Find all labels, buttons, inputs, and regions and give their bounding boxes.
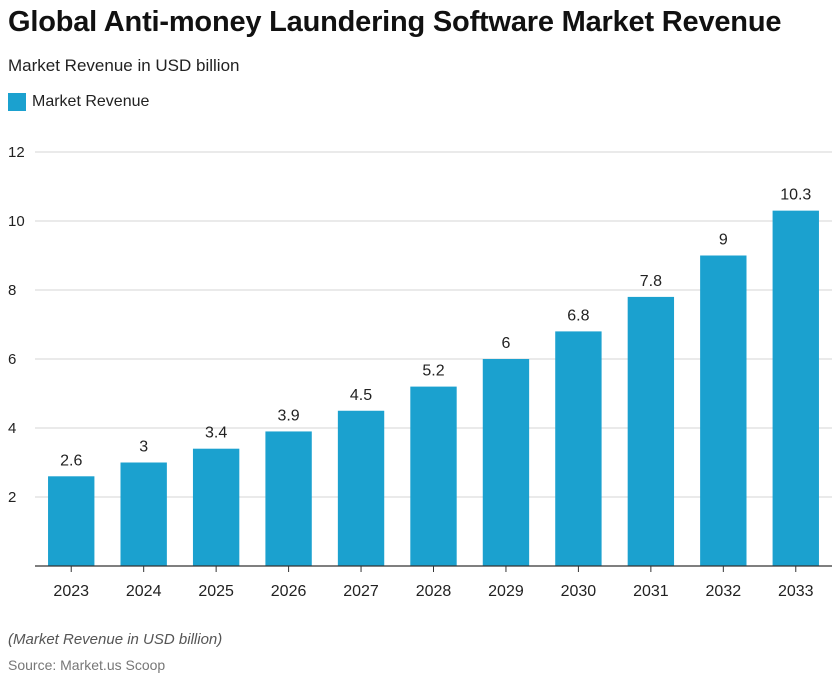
data-label: 9 (719, 232, 728, 249)
footer-source: Source: Market.us Scoop (8, 657, 166, 673)
y-tick-label: 6 (8, 351, 16, 368)
chart-title: Global Anti-money Laundering Software Ma… (8, 6, 782, 38)
x-tick-label: 2024 (126, 583, 162, 600)
x-tick-label: 2026 (271, 583, 307, 600)
legend: Market Revenue (8, 93, 149, 111)
data-label: 7.8 (640, 273, 662, 290)
x-tick-label: 2030 (561, 583, 597, 600)
x-tick-label: 2023 (53, 583, 89, 600)
bar (555, 331, 602, 566)
bar (48, 476, 95, 566)
y-tick-label: 8 (8, 282, 16, 299)
data-label: 3 (139, 439, 148, 456)
x-tick-label: 2027 (343, 583, 379, 600)
bar (192, 448, 240, 566)
data-label: 4.5 (350, 387, 372, 404)
y-tick-label: 2 (8, 489, 16, 506)
data-label: 6 (502, 335, 511, 352)
bar (120, 462, 167, 566)
x-tick-label: 2028 (416, 583, 452, 600)
y-tick-label: 4 (8, 420, 16, 437)
bar (482, 359, 530, 566)
y-tick-label: 10 (8, 213, 25, 230)
bar (772, 210, 819, 566)
legend-label: Market Revenue (32, 93, 150, 110)
data-label: 3.9 (277, 407, 299, 424)
bar (627, 296, 675, 566)
bar (337, 410, 385, 566)
data-label: 3.4 (205, 425, 227, 442)
data-label: 6.8 (567, 307, 589, 324)
data-label: 10.3 (780, 187, 811, 204)
chart-subtitle: Market Revenue in USD billion (8, 56, 240, 75)
y-tick-label: 12 (8, 144, 25, 161)
x-tick-label: 2029 (488, 583, 524, 600)
bar (700, 255, 747, 566)
x-tick-label: 2025 (198, 583, 234, 600)
legend-swatch (8, 93, 26, 111)
x-tick-label: 2032 (706, 583, 742, 600)
bar (410, 386, 457, 566)
x-tick-label: 2033 (778, 583, 814, 600)
bar (265, 431, 312, 566)
data-label: 2.6 (60, 452, 82, 469)
data-label: 5.2 (422, 363, 444, 380)
footer-note: (Market Revenue in USD billion) (8, 631, 223, 648)
x-tick-label: 2031 (633, 583, 669, 600)
bar-chart: 2 4 6 8 10 12 2.6 3 3.4 3.9 4.5 5.2 6 6.8 7.8 9 10.3 2023… (8, 144, 832, 600)
